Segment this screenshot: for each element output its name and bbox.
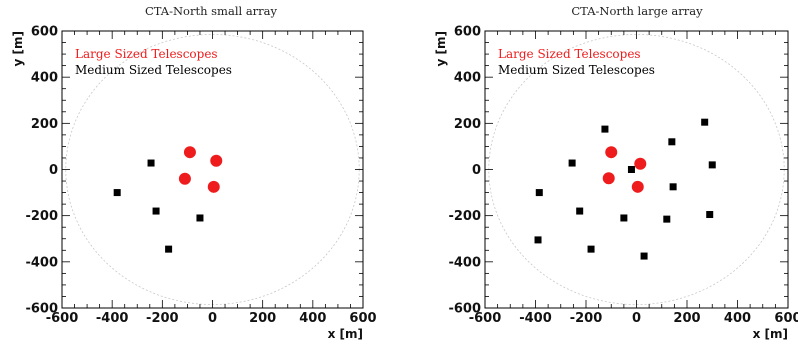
- x-tick-label: 0: [208, 311, 217, 326]
- y-tick-label: 600: [31, 25, 58, 40]
- medium-telescope-point: [147, 159, 155, 167]
- y-tick-label: 0: [472, 163, 481, 178]
- y-tick-label: -600: [25, 302, 58, 317]
- x-tick-label: -200: [146, 311, 179, 326]
- legend-entry: Medium Sized Telescopes: [498, 63, 655, 77]
- large-telescope-point: [602, 172, 615, 185]
- large-telescope-point: [605, 146, 618, 159]
- y-tick-label: 600: [454, 25, 481, 40]
- medium-telescope-point: [663, 215, 671, 223]
- y-tick-label: -200: [25, 209, 58, 224]
- medium-telescope-point: [620, 214, 628, 222]
- large-telescope-point: [631, 180, 644, 193]
- x-tick-label: 400: [299, 311, 326, 326]
- y-tick-label: 200: [454, 117, 481, 132]
- medium-telescope-point: [668, 138, 676, 146]
- x-tick-label: -400: [519, 311, 552, 326]
- large-telescope-point: [207, 180, 220, 193]
- x-axis-label: x [m]: [328, 327, 363, 341]
- legend-entry: Large Sized Telescopes: [75, 47, 218, 61]
- x-tick-label: 400: [724, 311, 751, 326]
- medium-telescope-point: [669, 183, 677, 191]
- chart-title: CTA-North small array: [145, 4, 278, 18]
- x-tick-label: -200: [570, 311, 603, 326]
- medium-telescope-point: [701, 118, 709, 126]
- x-axis-label: x [m]: [753, 327, 788, 341]
- medium-telescope-point: [576, 207, 584, 215]
- y-axis-label: y [m]: [11, 31, 25, 66]
- medium-telescope-point: [627, 166, 635, 173]
- y-tick-label: -200: [448, 209, 481, 224]
- medium-telescope-point: [568, 159, 576, 167]
- x-tick-label: 600: [349, 311, 376, 326]
- x-tick-label: -600: [46, 311, 79, 326]
- medium-telescope-point: [535, 189, 543, 197]
- y-tick-label: 400: [454, 71, 481, 86]
- x-tick-label: 0: [632, 311, 641, 326]
- medium-telescope-point: [640, 252, 648, 260]
- medium-telescope-point: [165, 245, 173, 253]
- large-telescope-point: [183, 146, 196, 159]
- y-tick-label: 200: [31, 117, 58, 132]
- legend-entry: Large Sized Telescopes: [498, 47, 641, 61]
- x-tick-label: 200: [673, 311, 700, 326]
- y-tick-label: -400: [25, 255, 58, 270]
- x-tick-label: 600: [774, 311, 798, 326]
- x-tick-label: -600: [469, 311, 502, 326]
- medium-telescope-point: [708, 161, 716, 169]
- y-tick-label: -400: [448, 255, 481, 270]
- y-tick-label: -600: [448, 302, 481, 317]
- medium-telescope-point: [113, 189, 121, 197]
- chart-panel-1: CTA-North small array -600 -400 -200 0 200 400…: [11, 4, 377, 341]
- medium-telescope-point: [601, 125, 609, 133]
- medium-telescope-point: [587, 245, 595, 253]
- y-tick-label: 0: [49, 163, 58, 178]
- large-telescope-point: [210, 154, 223, 167]
- large-telescope-point: [634, 157, 647, 170]
- x-tick-label: -400: [96, 311, 129, 326]
- chart-panel-2: CTA-North large array -600 -400 -200 0 200 400…: [434, 4, 798, 341]
- large-telescope-point: [178, 172, 191, 185]
- medium-telescope-point: [706, 211, 714, 219]
- medium-telescope-point: [152, 207, 160, 215]
- medium-telescope-point: [534, 236, 542, 244]
- y-axis-label: y [m]: [434, 31, 448, 66]
- x-tick-label: 200: [249, 311, 276, 326]
- medium-telescope-point: [196, 214, 204, 222]
- legend-entry: Medium Sized Telescopes: [75, 63, 232, 77]
- chart-title: CTA-North large array: [571, 4, 703, 18]
- y-tick-label: 400: [31, 71, 58, 86]
